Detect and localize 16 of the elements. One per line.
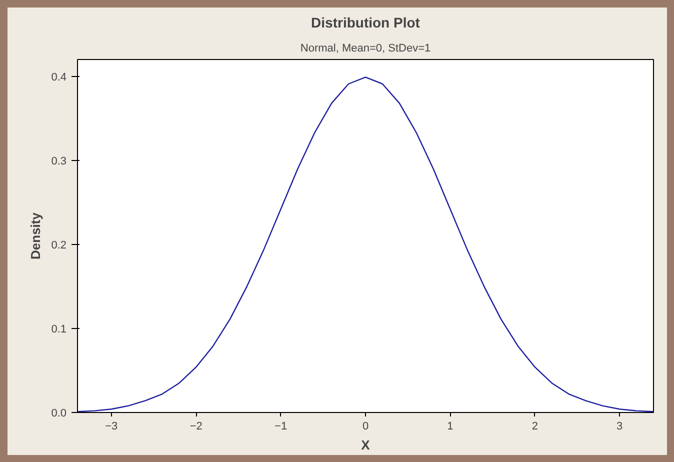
x-tick-label: 3: [616, 420, 623, 432]
x-tick-label: −3: [105, 420, 118, 432]
x-tick-label: 0: [362, 420, 369, 432]
y-tick-label: 0.2: [51, 239, 67, 252]
x-axis-title: X: [361, 438, 370, 452]
x-tick-label: 1: [447, 420, 454, 432]
y-tick-label: 0.3: [51, 155, 67, 168]
y-tick-label: 0.4: [51, 71, 67, 84]
x-tick-label: −1: [274, 420, 288, 432]
y-axis-title: Density: [28, 212, 44, 260]
y-tick-label: 0.1: [51, 323, 67, 336]
x-tick-label: −2: [190, 420, 202, 432]
x-tick-label: 2: [532, 420, 538, 432]
chart-subtitle: Normal, Mean=0, StDev=1: [300, 42, 431, 54]
y-tick-label: 0.0: [51, 408, 67, 420]
chart-title: Distribution Plot: [311, 14, 420, 30]
